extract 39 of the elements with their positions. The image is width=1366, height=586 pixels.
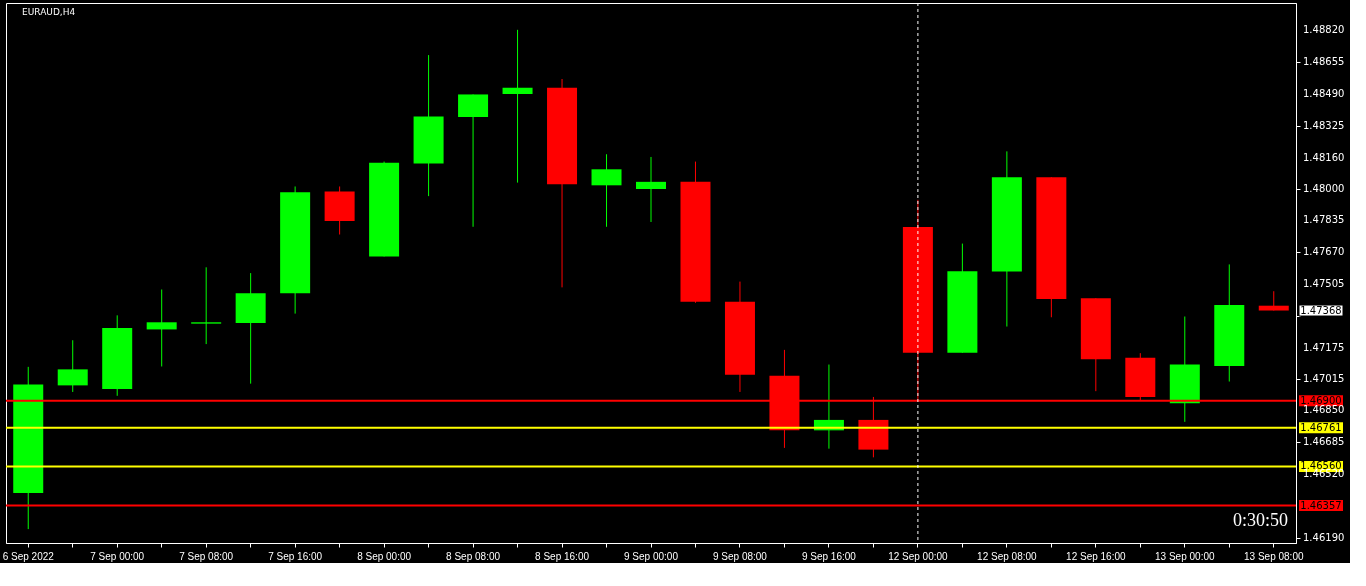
x-tick-label: 12 Sep 16:00 [1066,550,1127,562]
y-tick-label: 1.46190 [1303,531,1345,543]
x-tick-label: 9 Sep 16:00 [801,550,857,562]
candlestick [502,29,533,184]
y-tick-label: 1.48820 [1303,24,1345,36]
chart-title: EURAUD,H4 [22,7,76,17]
x-tick-label: 13 Sep 00:00 [1155,550,1215,562]
x-tick-label: 13 Sep 08:00 [1244,550,1304,562]
y-tick-label: 1.48160 [1303,151,1345,163]
x-tick-label: 12 Sep 08:00 [977,550,1038,562]
y-tick-label: 1.47015 [1303,372,1345,384]
x-tick-label: 12 Sep 00:00 [888,550,949,562]
y-tick-label: 1.47670 [1303,246,1345,258]
y-tick-label: 1.48000 [1303,182,1345,194]
x-tick-label: 9 Sep 08:00 [713,550,768,562]
x-tick-label: 6 Sep 2022 [2,550,55,562]
candlestick [146,289,177,367]
y-tick-label: 1.46850 [1303,404,1345,416]
candlestick [636,156,666,223]
y-tick-label: 1.47175 [1303,341,1345,353]
x-tick-label: 7 Sep 00:00 [90,550,145,562]
y-tick-label: 1.48655 [1303,56,1345,68]
x-tick-label: 8 Sep 00:00 [357,550,412,562]
candlestick [191,266,222,345]
ref-line-label: 1.46900 [1300,394,1342,406]
ref-line-label: 1.46357 [1300,499,1342,511]
x-tick-label: 7 Sep 16:00 [268,550,323,562]
x-tick-label: 8 Sep 16:00 [535,550,590,562]
annotation: 0:30:50 [1232,510,1288,530]
y-tick-label: 1.46685 [1303,436,1345,448]
x-tick-label: 7 Sep 08:00 [179,550,234,562]
x-tick-label: 9 Sep 00:00 [624,550,679,562]
y-tick-label: 1.48490 [1303,88,1345,100]
y-tick-label: 1.48325 [1303,119,1345,131]
y-tick-label: 1.47505 [1303,278,1345,290]
ref-line-label: 1.46761 [1300,421,1342,433]
y-tick-label: 1.47835 [1303,214,1345,226]
x-tick-label: 8 Sep 08:00 [446,550,501,562]
text: 1.47368 [1300,304,1342,316]
